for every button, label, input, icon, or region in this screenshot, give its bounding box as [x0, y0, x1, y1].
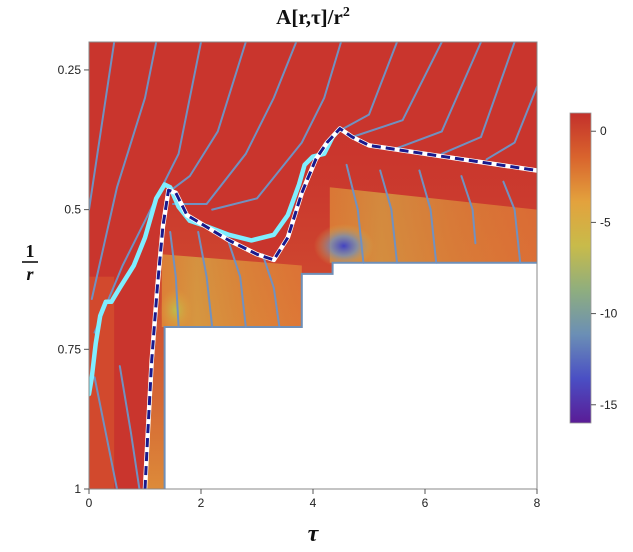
series-lines [89, 126, 537, 489]
streamline [485, 85, 537, 161]
heat-band-right [329, 187, 537, 263]
colorbar-ticks: 0 -5 -10 -15 [591, 124, 618, 412]
colorbar-tick-label: -10 [600, 307, 618, 321]
streamline [460, 175, 477, 245]
streamline [396, 42, 482, 150]
colorbar: 0 -5 -10 -15 [569, 112, 618, 424]
y-tick-label: 0.25 [58, 63, 82, 77]
colorbar-tick-label: -15 [600, 398, 618, 412]
excluded-region-boundary [163, 261, 537, 489]
y-tick-label: 1 [74, 482, 81, 496]
colorbar-tick-label: 0 [600, 124, 607, 138]
x-tick-label: 8 [534, 496, 541, 510]
y-axis-label-denominator: r [26, 264, 34, 284]
streamline [93, 376, 118, 489]
streamline [118, 365, 141, 489]
x-tick-label: 2 [198, 496, 205, 510]
streamline [261, 253, 281, 328]
solid-series-line [89, 126, 343, 397]
streamline [197, 231, 214, 328]
streamline [90, 42, 158, 300]
dashed-series-line [143, 127, 537, 489]
x-axis-ticks: 0 2 4 6 8 [86, 489, 541, 510]
streamline [89, 42, 116, 211]
streamline [418, 169, 438, 264]
streamline [379, 169, 398, 264]
streamline [502, 180, 522, 264]
streamline [228, 242, 247, 328]
streamline [172, 42, 298, 205]
colorbar-tick-label: -5 [600, 215, 611, 229]
streamlines [89, 42, 537, 489]
x-axis-label: τ [308, 521, 320, 547]
x-tick-label: 0 [86, 496, 93, 510]
x-tick-label: 4 [310, 496, 317, 510]
streamline [211, 42, 342, 211]
streamline [166, 42, 247, 194]
streamline [440, 42, 516, 155]
y-tick-label: 0.75 [58, 342, 82, 356]
heatmap-surface [89, 42, 537, 489]
heat-green-spot [159, 288, 192, 333]
y-axis-label-numerator: 1 [26, 241, 35, 261]
colorbar-fill [569, 112, 592, 424]
streamline [337, 42, 398, 133]
heat-band-left [161, 254, 302, 327]
streamline [345, 163, 365, 264]
y-tick-label: 0.5 [64, 203, 81, 217]
chart-title: A[r,τ]/r2 [276, 5, 350, 29]
y-axis-label: 1 r [22, 241, 38, 284]
y-axis-ticks: 0.25 0.5 0.75 1 [58, 63, 89, 496]
x-tick-label: 6 [422, 496, 429, 510]
excluded-region [164, 262, 537, 489]
streamline [351, 42, 443, 138]
heat-minimum-spot [313, 223, 374, 268]
streamline [169, 231, 180, 328]
